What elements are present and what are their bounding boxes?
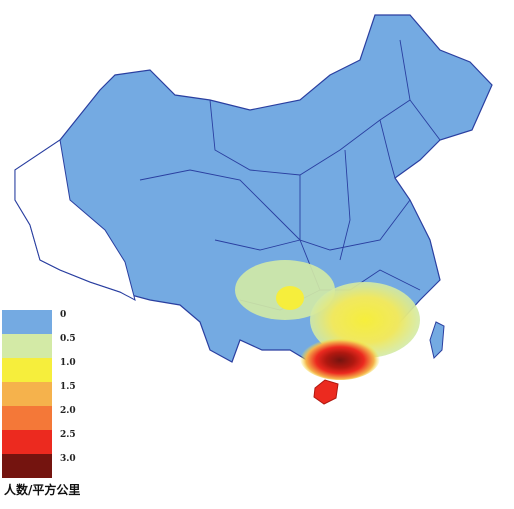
legend-label: 1.0 [60, 358, 76, 368]
legend-swatch [2, 310, 52, 334]
legend-swatch [2, 382, 52, 406]
island [313, 379, 339, 405]
legend-label: 0 [60, 310, 66, 320]
legend-swatch [2, 406, 52, 430]
legend-title: 人数/平方公里 [4, 482, 80, 497]
legend-swatch [2, 358, 52, 382]
legend-label: 1.5 [60, 382, 76, 392]
legend: 0 0.5 1.0 1.5 2.0 2.5 3.0 [2, 310, 76, 478]
legend-label: 2.5 [60, 430, 76, 440]
density-zone [276, 286, 304, 310]
density-zone [300, 336, 380, 380]
legend-label: 0.5 [60, 334, 76, 344]
legend-swatch [2, 454, 52, 478]
legend-label: 3.0 [60, 454, 76, 464]
legend-swatch [2, 334, 52, 358]
legend-label: 2.0 [60, 406, 76, 416]
island [429, 321, 445, 359]
blank-region [14, 139, 136, 301]
legend-swatch [2, 430, 52, 454]
